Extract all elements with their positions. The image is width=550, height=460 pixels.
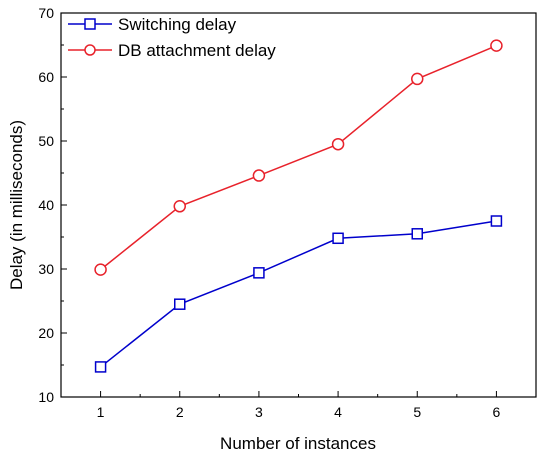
legend-label: Switching delay: [118, 15, 237, 34]
data-point-circle: [94, 263, 107, 276]
series-layer: [94, 39, 503, 373]
data-point-circle: [252, 169, 266, 182]
y-tick-label: 10: [38, 389, 54, 405]
data-point-square: [332, 232, 344, 245]
x-tick-label: 1: [97, 404, 105, 420]
y-tick-label: 70: [38, 5, 54, 21]
x-tick-label: 2: [176, 404, 184, 420]
x-tick-label: 3: [255, 404, 263, 420]
y-tick-label: 60: [38, 69, 54, 85]
y-axis-title: Delay (in milliseconds): [7, 120, 26, 290]
x-tick-label: 4: [334, 404, 342, 420]
x-axis-title: Number of instances: [220, 434, 376, 453]
data-point-circle: [173, 200, 186, 213]
data-point-square: [253, 267, 265, 279]
series-0: [94, 215, 503, 373]
y-tick-label: 40: [38, 197, 54, 213]
x-tick-label: 5: [413, 404, 421, 420]
y-tick-label: 20: [38, 325, 54, 341]
data-point-square: [94, 361, 107, 373]
y-tick-label: 30: [38, 261, 54, 277]
data-point-circle: [411, 72, 424, 86]
legend-label: DB attachment delay: [118, 41, 276, 60]
legend-swatch-circle-marker: [84, 44, 96, 56]
data-point-square: [174, 298, 186, 310]
x-tick-label: 6: [493, 404, 501, 420]
series-line: [100, 220, 497, 368]
legend-swatch-square-marker: [84, 18, 96, 30]
data-point-square: [411, 228, 423, 240]
legend: Switching delay DB attachment delay: [68, 15, 276, 60]
data-point-circle: [331, 137, 345, 151]
axis-ticks: 1 2 3 4 5 6 10 20 30 40 50 60 70: [38, 5, 500, 420]
series-1: [94, 39, 503, 276]
series-line: [100, 44, 497, 271]
plot-frame: [60, 12, 537, 398]
legend-item-0: Switching delay: [68, 15, 237, 34]
data-point-square: [490, 215, 503, 227]
data-point-circle: [490, 39, 503, 52]
y-tick-label: 50: [38, 133, 54, 149]
legend-item-1: DB attachment delay: [68, 41, 276, 60]
